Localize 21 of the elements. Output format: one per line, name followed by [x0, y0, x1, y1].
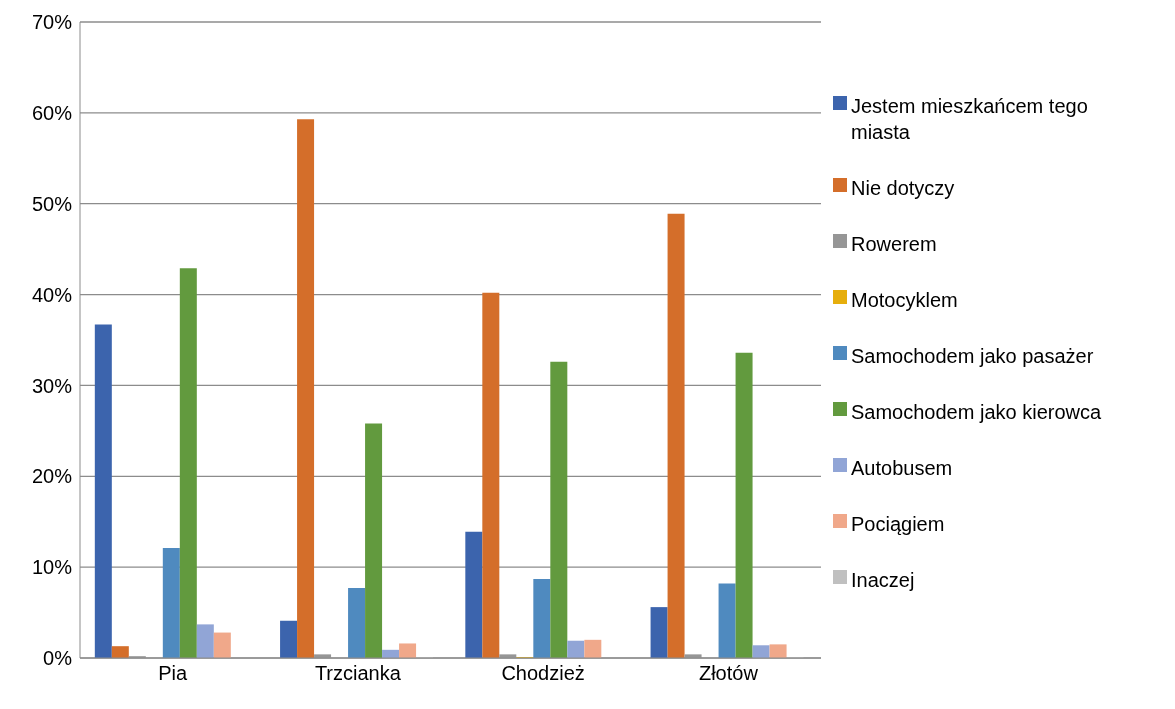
legend-label: Samochodem jako pasażer: [851, 344, 1095, 369]
x-tick-label: Trzcianka: [314, 662, 402, 685]
legend-label: Samochodem jako kierowca: [851, 400, 1103, 425]
y-tick-label: 30%: [31, 374, 73, 397]
legend-label: Jestem mieszkańcem tego miasta: [851, 94, 1089, 145]
y-tick-label: 10%: [31, 556, 73, 579]
legend-label: Rowerem: [851, 232, 938, 257]
y-tick-label: 50%: [31, 192, 73, 215]
legend-label: Motocyklem: [851, 288, 959, 313]
legend-label: Nie dotyczy: [851, 176, 956, 201]
legend-label: Pociągiem: [851, 512, 946, 537]
x-tick-label: Pia: [158, 662, 188, 685]
y-tick-label: 40%: [31, 283, 73, 306]
y-tick-label: 70%: [31, 11, 73, 34]
legend-label: Inaczej: [851, 568, 916, 593]
x-tick-label: Złotów: [698, 662, 759, 685]
legend-label: Autobusem: [851, 456, 954, 481]
y-tick-label: 20%: [31, 465, 73, 488]
x-tick-label: Chodzież: [501, 662, 585, 685]
y-tick-label: 0%: [43, 647, 73, 670]
y-tick-label: 60%: [31, 101, 73, 124]
